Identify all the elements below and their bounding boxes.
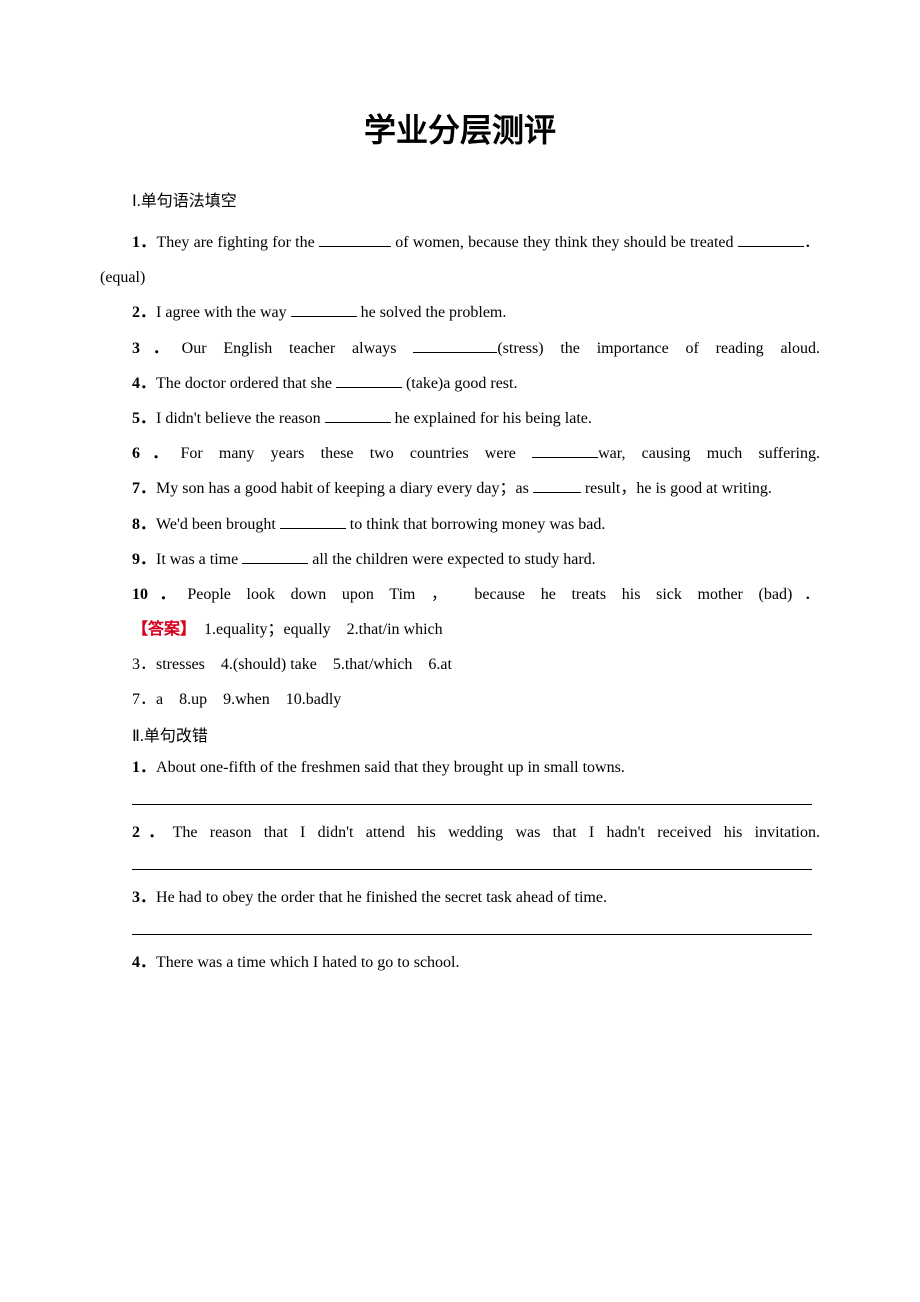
q2-post: he solved the problem. bbox=[357, 304, 507, 321]
s2-q4: 4．There was a time which I hated to go t… bbox=[100, 945, 820, 980]
q8-num: 8． bbox=[132, 516, 156, 533]
q2: 2．I agree with the way he solved the pro… bbox=[100, 295, 820, 330]
q7: 7．My son has a good habit of keeping a d… bbox=[100, 471, 820, 506]
q6-post: war, causing much suffering. bbox=[598, 445, 820, 462]
q9-blank1 bbox=[242, 547, 308, 564]
s2-q3: 3．He had to obey the order that he finis… bbox=[100, 880, 820, 915]
s2-q4-num: 4． bbox=[132, 954, 156, 971]
document-page: 学业分层测评 Ⅰ.单句语法填空 1．They are fighting for … bbox=[0, 0, 920, 1302]
q8: 8．We'd been brought to think that borrow… bbox=[100, 507, 820, 542]
q10: 10．People look down upon Tim ， because h… bbox=[100, 577, 820, 612]
q3-post: (stress) the importance of reading aloud… bbox=[497, 340, 820, 357]
answer-line-3: 7．a 8.up 9.when 10.badly bbox=[100, 682, 820, 717]
q6-pre: For many years these two countries were bbox=[180, 445, 532, 462]
q6-blank1 bbox=[532, 441, 598, 458]
q1-blank1 bbox=[319, 230, 391, 247]
q3-line1: 3．Our English teacher always (stress) th… bbox=[100, 331, 820, 366]
q2-blank1 bbox=[291, 300, 357, 317]
s2-q2-text: The reason that I didn't attend his wedd… bbox=[173, 824, 820, 841]
section1-header: Ⅰ.单句语法填空 bbox=[100, 187, 820, 211]
q7-post: result，he is good at writing. bbox=[581, 480, 772, 497]
q7-num: 7． bbox=[132, 480, 156, 497]
s2-q3-rule bbox=[132, 933, 812, 935]
section2-header: Ⅱ.单句改错 bbox=[100, 722, 820, 746]
q9-post: all the children were expected to study … bbox=[308, 551, 595, 568]
q9-num: 9． bbox=[132, 551, 156, 568]
q4: 4．The doctor ordered that she (take)a go… bbox=[100, 366, 820, 401]
q6-num: 6． bbox=[132, 445, 180, 462]
q3-pre: Our English teacher always bbox=[182, 340, 414, 357]
answer1: 1.equality；equally 2.that/in which bbox=[188, 621, 443, 638]
s2-q1-rule bbox=[132, 803, 812, 805]
answer-line-2: 3．stresses 4.(should) take 5.that/which … bbox=[100, 647, 820, 682]
q8-blank1 bbox=[280, 512, 346, 529]
q5: 5．I didn't believe the reason he explain… bbox=[100, 401, 820, 436]
q7-blank1 bbox=[533, 476, 581, 493]
q4-blank1 bbox=[336, 371, 402, 388]
q9: 9．It was a time all the children were ex… bbox=[100, 542, 820, 577]
q1-mid: of women, because they think they should… bbox=[391, 234, 738, 251]
q8-pre: We'd been brought bbox=[156, 516, 280, 533]
answer-label: 【答案】 bbox=[132, 621, 188, 638]
page-title: 学业分层测评 bbox=[100, 105, 820, 151]
q2-num: 2． bbox=[132, 304, 156, 321]
q8-post: to think that borrowing money was bad. bbox=[346, 516, 606, 533]
s2-q3-text: He had to obey the order that he finishe… bbox=[156, 889, 607, 906]
q6: 6．For many years these two countries wer… bbox=[100, 436, 820, 471]
s2-q4-text: There was a time which I hated to go to … bbox=[156, 954, 459, 971]
q4-post: (take)a good rest. bbox=[402, 375, 518, 392]
s2-q2-rule bbox=[132, 868, 812, 870]
q7-pre: My son has a good habit of keeping a dia… bbox=[156, 480, 533, 497]
q5-blank1 bbox=[325, 406, 391, 423]
q3-num: 3． bbox=[132, 340, 182, 357]
q1-num: 1． bbox=[132, 234, 156, 251]
q9-pre: It was a time bbox=[156, 551, 242, 568]
answer-line-1: 【答案】 1.equality；equally 2.that/in which bbox=[100, 612, 820, 647]
q1-blank2 bbox=[738, 230, 804, 247]
s2-q1: 1．About one-fifth of the freshmen said t… bbox=[100, 750, 820, 785]
q5-num: 5． bbox=[132, 410, 156, 427]
q1-pre: They are fighting for the bbox=[156, 234, 318, 251]
q2-pre: I agree with the way bbox=[156, 304, 291, 321]
q3-blank1 bbox=[413, 336, 497, 353]
s2-q2: 2．The reason that I didn't attend his we… bbox=[100, 815, 820, 850]
q4-pre: The doctor ordered that she bbox=[156, 375, 336, 392]
q10-num: 10． bbox=[132, 586, 187, 603]
s2-q1-text: About one-fifth of the freshmen said tha… bbox=[156, 759, 625, 776]
q10-text: People look down upon Tim ， because he t… bbox=[187, 586, 820, 603]
s2-q2-num: 2． bbox=[132, 824, 173, 841]
s2-q3-num: 3． bbox=[132, 889, 156, 906]
q4-num: 4． bbox=[132, 375, 156, 392]
s2-q1-num: 1． bbox=[132, 759, 156, 776]
q5-post: he explained for his being late. bbox=[391, 410, 592, 427]
q5-pre: I didn't believe the reason bbox=[156, 410, 325, 427]
q1: 1．They are fighting for the of women, be… bbox=[100, 225, 820, 295]
